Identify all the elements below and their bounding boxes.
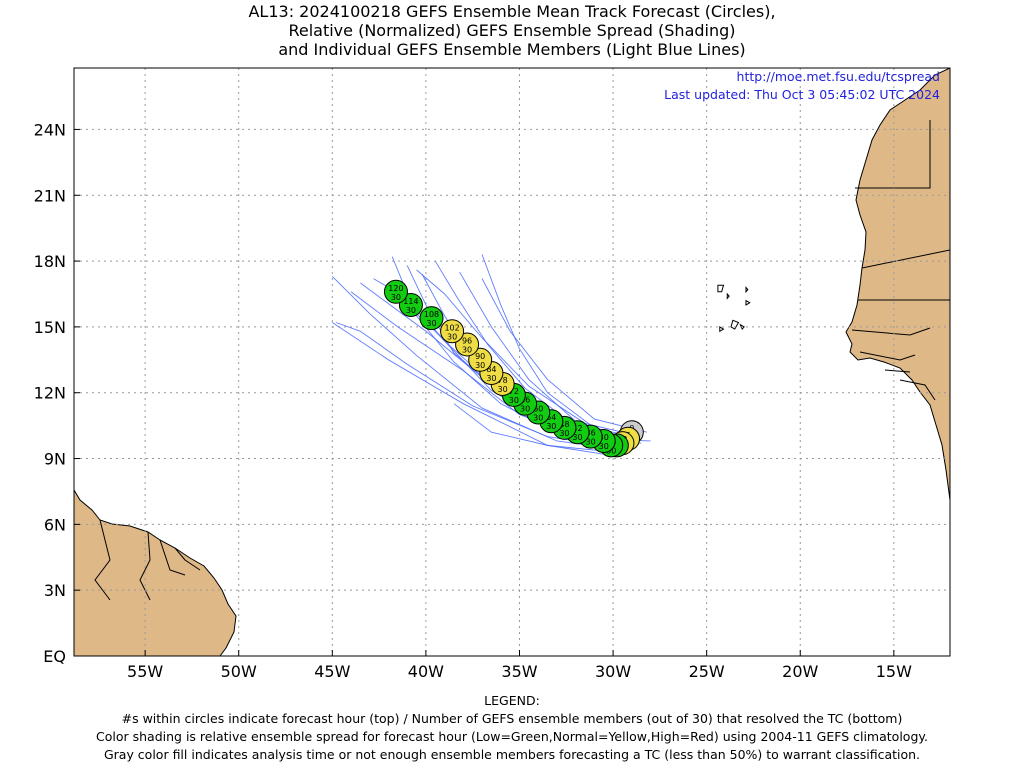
plot-frame (73, 67, 951, 657)
member-count-label: 30 (475, 361, 485, 370)
member-count-label: 30 (391, 293, 401, 302)
south-america-landmass (74, 489, 237, 656)
lon-tick-label: 40W (408, 662, 444, 681)
lat-tick-label: 3N (44, 581, 66, 600)
forecast-hour-label: 48 (559, 420, 569, 429)
member-count-label: 30 (533, 413, 543, 422)
chart-title: AL13: 2024100218 GEFS Ensemble Mean Trac… (0, 2, 1024, 59)
forecast-hour-label: 66 (520, 396, 530, 405)
cape-verde-islands (717, 284, 751, 333)
lat-tick-label: 24N (34, 120, 66, 139)
credit-updated: Last updated: Thu Oct 3 05:45:02 UTC 202… (664, 87, 940, 102)
lon-tick-label: 15W (876, 662, 912, 681)
forecast-hour-label: 120 (388, 284, 403, 293)
island (717, 284, 725, 293)
island (726, 292, 730, 300)
member-count-label: 30 (572, 433, 582, 442)
country-borders (851, 120, 950, 401)
island (745, 286, 749, 294)
member-count-label: 30 (586, 438, 596, 447)
forecast-hour-label: 54 (546, 413, 556, 422)
legend-line-1: #s within circles indicate forecast hour… (121, 711, 903, 726)
legend-line-2: Color shading is relative ensemble sprea… (96, 729, 928, 744)
lon-tick-label: 25W (689, 662, 725, 681)
land-layer (74, 68, 950, 656)
forecast-hour-label: 30 (599, 433, 609, 442)
lat-tick-label: EQ (43, 647, 66, 666)
forecast-hour-label: 90 (475, 352, 485, 361)
lat-tick-label: 12N (34, 384, 66, 403)
island (745, 299, 751, 306)
sa-borders (94, 519, 201, 601)
forecast-hour-label: 96 (462, 336, 472, 345)
legend-line-3: Gray color fill indicates analysis time … (103, 747, 921, 762)
ensemble-member-track (481, 278, 647, 433)
forecast-hour-label: 114 (403, 297, 418, 306)
africa-landmass (845, 68, 950, 501)
lat-tick-label: 18N (34, 252, 66, 271)
title-line-2: Relative (Normalized) GEFS Ensemble Spre… (288, 21, 736, 40)
ensemble-member-track (332, 322, 614, 453)
lat-tick-label: 6N (44, 515, 66, 534)
lon-tick-label: 55W (127, 662, 163, 681)
legend-heading: LEGEND: (484, 693, 540, 708)
track-circle (440, 319, 465, 344)
member-count-label: 30 (559, 429, 569, 438)
lon-tick-label: 20W (782, 662, 818, 681)
ocean-background (74, 68, 950, 656)
lon-tick-label: 45W (314, 662, 350, 681)
latitude-axis: EQ 3N 6N 9N 12N 15N 18N 21N 24N (34, 120, 80, 666)
member-count-label: 30 (599, 442, 609, 451)
track-circle (468, 347, 493, 372)
track-circle (419, 306, 444, 331)
lat-tick-label: 15N (34, 318, 66, 337)
lon-tick-label: 35W (501, 662, 537, 681)
member-count-label: 30 (498, 385, 508, 394)
title-line-3: and Individual GEFS Ensemble Members (Li… (278, 40, 746, 59)
lon-tick-label: 50W (221, 662, 257, 681)
member-count-label: 30 (426, 319, 436, 328)
lon-tick-label: 30W (595, 662, 631, 681)
member-count-label: 30 (606, 446, 616, 455)
island (730, 319, 740, 330)
forecast-hour-label: 102 (444, 323, 459, 332)
member-count-label: 30 (406, 306, 416, 315)
forecast-hour-label: 108 (424, 310, 439, 319)
lat-tick-label: 21N (34, 186, 66, 205)
legend: LEGEND: #s within circles indicate forec… (0, 692, 1024, 764)
forecast-hour-label: 60 (533, 404, 543, 413)
island (719, 326, 725, 333)
ensemble-member-track (453, 403, 604, 455)
longitude-axis: 55W 50W 45W 40W 35W 30W 25W 20W 15W (127, 650, 912, 681)
track-circle (383, 279, 408, 304)
member-count-label: 30 (447, 332, 457, 341)
member-count-label: 30 (509, 396, 519, 405)
title-line-1: AL13: 2024100218 GEFS Ensemble Mean Trac… (248, 2, 776, 21)
forecast-hour-label: 36 (586, 429, 596, 438)
member-count-label: 30 (486, 374, 496, 383)
ensemble-member-track (331, 276, 623, 451)
member-count-label: 30 (546, 422, 556, 431)
forecast-hour-label: 78 (498, 376, 508, 385)
member-count-label: 30 (462, 345, 472, 354)
forecast-hour-label: 84 (486, 365, 496, 374)
lat-tick-label: 9N (44, 450, 66, 469)
member-count-label: 30 (520, 405, 530, 414)
forecast-hour-label: 72 (509, 387, 519, 396)
credit-url: http://moe.met.fsu.edu/tcspread (737, 69, 940, 84)
forecast-hour-label: 42 (572, 424, 582, 433)
mean-track-circles: 0630123018302430303036304230483054306030… (383, 279, 644, 458)
